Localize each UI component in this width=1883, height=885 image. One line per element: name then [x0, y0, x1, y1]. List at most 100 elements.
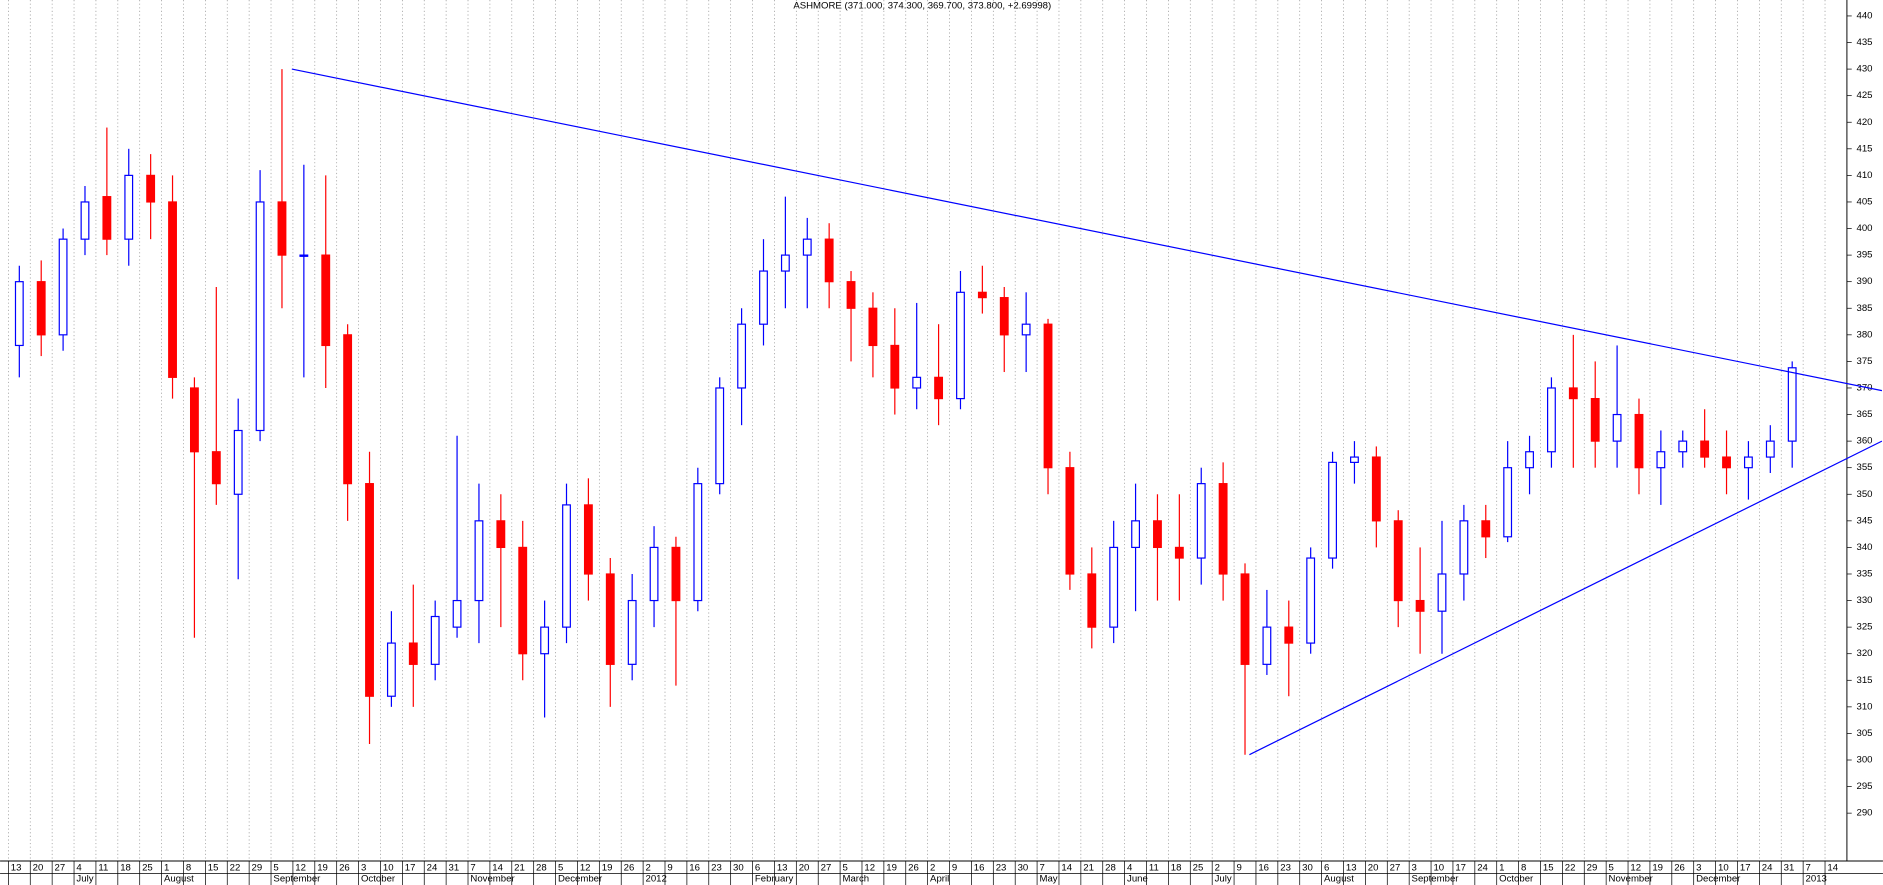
- y-tick-label: 330: [1857, 595, 1873, 606]
- x-tick-label: 9: [1236, 863, 1241, 874]
- x-tick-label: 15: [1543, 863, 1554, 874]
- x-tick-label: 22: [230, 863, 241, 874]
- month-label: April: [930, 874, 949, 885]
- x-tick-label: 13: [1346, 863, 1357, 874]
- x-tick-label: 30: [1018, 863, 1029, 874]
- candle-body: [934, 376, 944, 400]
- x-tick-label: 2: [646, 863, 651, 874]
- candle-body: [846, 281, 856, 309]
- x-tick-label: 14: [1061, 863, 1072, 874]
- candle-body: [518, 546, 528, 655]
- month-label: November: [470, 874, 515, 885]
- x-tick-label: 9: [667, 863, 672, 874]
- trend-line: [291, 68, 1883, 392]
- x-tick-label: 11: [98, 863, 108, 874]
- y-tick-label: 350: [1857, 489, 1873, 500]
- x-tick-label: 27: [821, 863, 832, 874]
- candle-body: [1481, 520, 1491, 538]
- x-tick-label: 15: [208, 863, 219, 874]
- x-tick-label: 1: [1499, 863, 1504, 874]
- y-tick-label: 355: [1857, 462, 1873, 473]
- x-tick-label: 20: [33, 863, 44, 874]
- x-tick-label: 23: [1280, 863, 1291, 874]
- candle-body: [1765, 440, 1775, 458]
- x-tick-label: 10: [1433, 863, 1444, 874]
- candle-body: [1656, 451, 1666, 469]
- x-tick-label: 16: [689, 863, 700, 874]
- y-tick-label: 390: [1857, 276, 1873, 287]
- candle-body: [693, 483, 703, 602]
- candle-body: [1437, 573, 1447, 612]
- candle-body: [977, 291, 987, 299]
- x-tick-label: 2: [1215, 863, 1220, 874]
- x-tick-label: 9: [952, 863, 957, 874]
- candle-body: [824, 238, 834, 283]
- x-tick-label: 24: [1477, 863, 1488, 874]
- x-tick-label: 28: [536, 863, 547, 874]
- candle-body: [1328, 461, 1337, 559]
- y-tick-label: 415: [1857, 143, 1873, 154]
- y-tick-label: 315: [1857, 675, 1873, 686]
- chart-title: ASHMORE (371.000, 374.300, 369.700, 373.…: [793, 1, 1051, 12]
- month-label: 2013: [1806, 874, 1827, 885]
- month-label: August: [164, 874, 194, 885]
- candle-body: [1568, 387, 1578, 400]
- candle-body: [146, 174, 156, 203]
- candle-body: [408, 642, 418, 665]
- candle-body: [605, 573, 615, 665]
- x-tick-label: 26: [339, 863, 350, 874]
- x-tick-label: 20: [1368, 863, 1379, 874]
- x-tick-label: 6: [1324, 863, 1329, 874]
- candle-body: [802, 238, 812, 256]
- month-label: October: [1499, 874, 1534, 885]
- candle-body: [211, 451, 221, 485]
- x-tick-label: 19: [886, 863, 897, 874]
- candle-body: [562, 504, 571, 628]
- y-tick-label: 405: [1857, 196, 1873, 207]
- candle-body: [1240, 573, 1250, 665]
- candle-body: [343, 334, 353, 485]
- candle-body: [1262, 626, 1272, 665]
- candle-body: [1590, 398, 1600, 442]
- x-tick-label: 19: [317, 863, 328, 874]
- candle-body: [168, 201, 177, 378]
- candle-body: [189, 387, 199, 453]
- month-label: 2012: [646, 874, 667, 885]
- x-tick-label: 8: [186, 863, 191, 874]
- candle-body: [58, 238, 68, 336]
- x-tick-label: 22: [1565, 863, 1576, 874]
- y-tick-label: 325: [1857, 622, 1873, 633]
- candle-body: [1371, 456, 1381, 522]
- x-tick-label: 3: [361, 863, 366, 874]
- candle-body: [737, 323, 747, 389]
- candle-body: [1503, 467, 1513, 538]
- x-tick-label: 8: [1521, 863, 1526, 874]
- month-label: July: [1215, 874, 1232, 885]
- x-tick-label: 3: [1412, 863, 1417, 874]
- candle-body: [1415, 599, 1425, 612]
- x-tick-label: 29: [252, 863, 263, 874]
- y-tick-label: 320: [1857, 648, 1873, 659]
- month-label: September: [1412, 874, 1460, 885]
- candle-body: [1678, 440, 1688, 453]
- candle-body: [1459, 520, 1469, 575]
- candle-body: [1547, 387, 1556, 453]
- candle-body: [956, 291, 965, 400]
- x-tick-label: 12: [864, 863, 875, 874]
- candle-body: [715, 387, 725, 485]
- y-tick-label: 380: [1857, 329, 1873, 340]
- y-tick-label: 310: [1857, 701, 1873, 712]
- x-tick-label: 5: [273, 863, 278, 874]
- x-tick-label: 31: [449, 863, 460, 874]
- candle-body: [80, 201, 90, 240]
- x-tick-label: 3: [1696, 863, 1701, 874]
- y-tick-label: 340: [1857, 542, 1873, 553]
- x-tick-label: 10: [383, 863, 394, 874]
- y-tick-label: 435: [1857, 37, 1873, 48]
- candle-body: [1065, 467, 1075, 575]
- y-tick-label: 375: [1857, 356, 1873, 367]
- x-tick-label: 5: [1609, 863, 1614, 874]
- x-tick-label: 7: [470, 863, 475, 874]
- x-tick-label: 4: [76, 863, 82, 874]
- y-tick-label: 345: [1857, 515, 1873, 526]
